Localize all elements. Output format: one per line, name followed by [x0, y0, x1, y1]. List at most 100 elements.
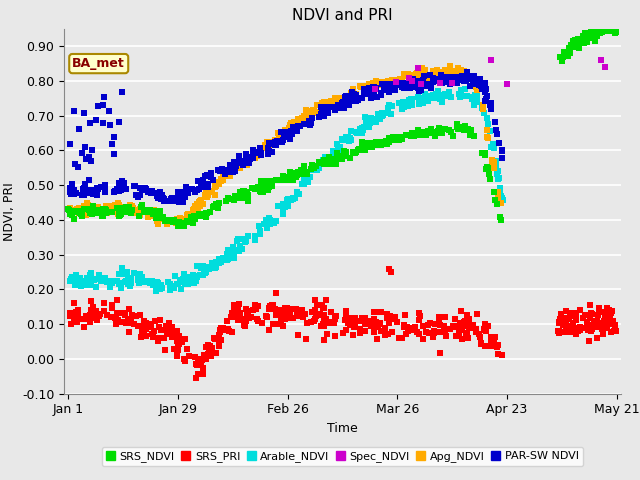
- Point: [83, 276, 93, 283]
- Point: [394, 99, 404, 107]
- Point: [132, 276, 143, 284]
- Point: [340, 93, 350, 101]
- Point: [446, 94, 456, 101]
- Point: [124, 328, 134, 336]
- Point: [101, 203, 111, 210]
- Point: [64, 206, 74, 214]
- Point: [175, 192, 185, 200]
- Point: [135, 270, 145, 278]
- Point: [439, 70, 449, 78]
- Point: [141, 321, 152, 328]
- Point: [288, 124, 298, 132]
- Point: [466, 130, 476, 138]
- Point: [149, 206, 159, 214]
- Point: [84, 276, 95, 284]
- Point: [589, 323, 599, 330]
- Point: [112, 309, 122, 317]
- Point: [262, 184, 273, 192]
- Point: [355, 145, 365, 153]
- Point: [264, 220, 274, 228]
- Point: [379, 86, 389, 94]
- Point: [119, 203, 129, 210]
- Point: [86, 297, 96, 305]
- Point: [165, 286, 175, 294]
- Point: [472, 311, 482, 318]
- Point: [136, 203, 147, 211]
- Point: [71, 271, 81, 279]
- Point: [309, 106, 319, 114]
- Point: [163, 220, 173, 228]
- Point: [315, 311, 325, 318]
- Point: [136, 334, 146, 341]
- Point: [248, 306, 259, 314]
- Point: [383, 104, 393, 112]
- Point: [190, 204, 200, 212]
- Point: [220, 167, 230, 174]
- Point: [125, 274, 136, 281]
- Point: [409, 132, 419, 140]
- Point: [362, 139, 372, 147]
- Point: [310, 306, 320, 314]
- Point: [387, 328, 397, 336]
- Point: [253, 149, 264, 156]
- Point: [175, 222, 186, 230]
- Point: [67, 206, 77, 214]
- Point: [356, 144, 367, 152]
- Point: [602, 304, 612, 312]
- Point: [470, 80, 480, 87]
- Point: [314, 161, 324, 168]
- Point: [421, 131, 431, 139]
- Point: [367, 115, 377, 123]
- Point: [400, 84, 410, 92]
- Point: [214, 343, 224, 350]
- Point: [404, 80, 414, 88]
- Point: [602, 315, 612, 323]
- Point: [556, 5, 566, 12]
- Point: [239, 160, 249, 168]
- Point: [377, 80, 387, 88]
- Point: [237, 315, 248, 323]
- Point: [476, 340, 486, 348]
- Point: [156, 326, 166, 334]
- Point: [454, 94, 465, 101]
- Point: [109, 277, 119, 285]
- Point: [137, 273, 147, 280]
- Point: [429, 329, 439, 336]
- Point: [109, 150, 119, 157]
- Point: [324, 102, 335, 109]
- Point: [373, 324, 383, 331]
- Point: [319, 323, 329, 330]
- Point: [202, 180, 212, 187]
- Point: [65, 189, 75, 196]
- Point: [228, 308, 239, 315]
- Point: [287, 195, 298, 203]
- Point: [586, 327, 596, 335]
- Point: [230, 161, 241, 169]
- Point: [556, 3, 566, 11]
- Point: [487, 159, 497, 167]
- Point: [301, 178, 312, 185]
- Point: [449, 67, 459, 75]
- Point: [188, 216, 198, 224]
- Point: [205, 348, 216, 355]
- Point: [95, 277, 106, 285]
- Point: [257, 320, 267, 327]
- Point: [317, 156, 328, 164]
- Point: [341, 99, 351, 107]
- Point: [70, 275, 81, 283]
- Point: [502, 81, 512, 88]
- Point: [321, 296, 331, 303]
- Point: [489, 144, 499, 152]
- Point: [403, 74, 413, 82]
- Point: [428, 77, 438, 84]
- Point: [312, 166, 323, 173]
- Point: [323, 100, 333, 108]
- Point: [203, 265, 213, 273]
- Point: [278, 176, 288, 184]
- Point: [65, 184, 75, 192]
- Point: [496, 216, 506, 224]
- Point: [267, 177, 277, 185]
- Point: [157, 285, 167, 292]
- Point: [95, 311, 105, 318]
- Point: [477, 101, 488, 109]
